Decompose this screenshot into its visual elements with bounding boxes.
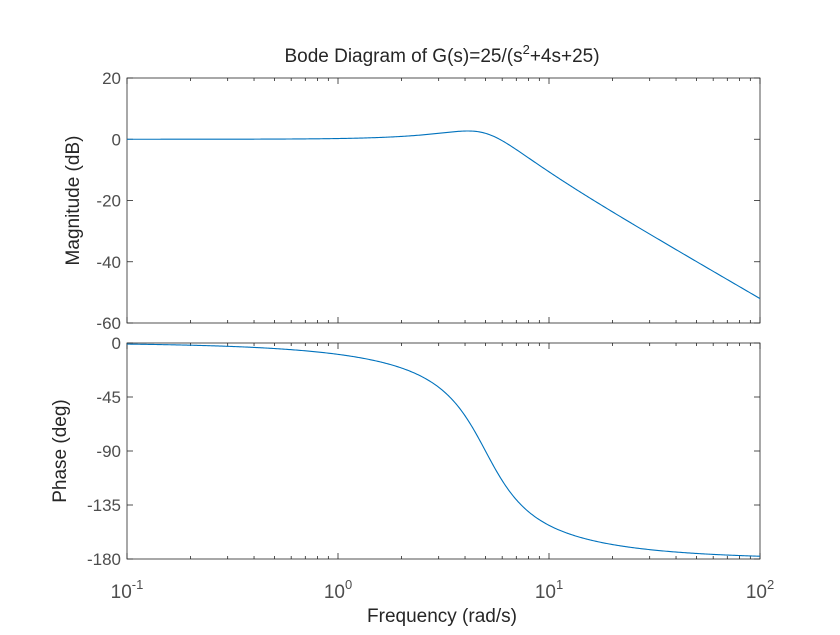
chart-title-main: Bode Diagram of G(s)=25/(s <box>284 46 522 67</box>
x-tick-exponent: 1 <box>556 577 563 592</box>
magnitude-axes-box <box>127 78 760 323</box>
y-tick-label: -180 <box>87 550 121 569</box>
x-tick-base: 10 <box>324 582 345 603</box>
y-tick-label: -45 <box>96 388 121 407</box>
chart-title: Bode Diagram of G(s)=25/(s2+4s+25) <box>284 42 599 67</box>
phase-axes-box <box>127 343 760 559</box>
y-tick-label: -20 <box>96 192 121 211</box>
y-tick-label: -60 <box>96 314 121 333</box>
magnitude-y-axis-label: Magnitude (dB) <box>63 136 84 266</box>
magnitude-series-line <box>127 131 760 299</box>
x-axis-label: Frequency (rad/s) <box>367 606 517 627</box>
y-tick-label: 20 <box>102 69 121 88</box>
y-tick-label: -40 <box>96 253 121 272</box>
chart-title-tail: +4s+25) <box>530 46 600 67</box>
x-tick-label: 102 <box>746 577 774 603</box>
y-tick-label: -90 <box>96 442 121 461</box>
x-tick-exponent: -1 <box>132 577 144 592</box>
x-tick-label: 10-1 <box>111 577 144 603</box>
x-tick-base: 10 <box>746 582 767 603</box>
phase-y-axis-label: Phase (deg) <box>50 399 71 503</box>
x-tick-label: 101 <box>535 577 563 603</box>
chart-title-superscript: 2 <box>523 42 530 57</box>
x-tick-label: 100 <box>324 577 352 603</box>
x-tick-exponent: 2 <box>767 577 774 592</box>
y-tick-label: 0 <box>112 334 121 353</box>
x-tick-base: 10 <box>535 582 556 603</box>
x-tick-exponent: 0 <box>345 577 352 592</box>
y-tick-label: -135 <box>87 496 121 515</box>
phase-series-line <box>127 344 760 556</box>
y-tick-label: 0 <box>112 130 121 149</box>
x-tick-base: 10 <box>111 582 132 603</box>
